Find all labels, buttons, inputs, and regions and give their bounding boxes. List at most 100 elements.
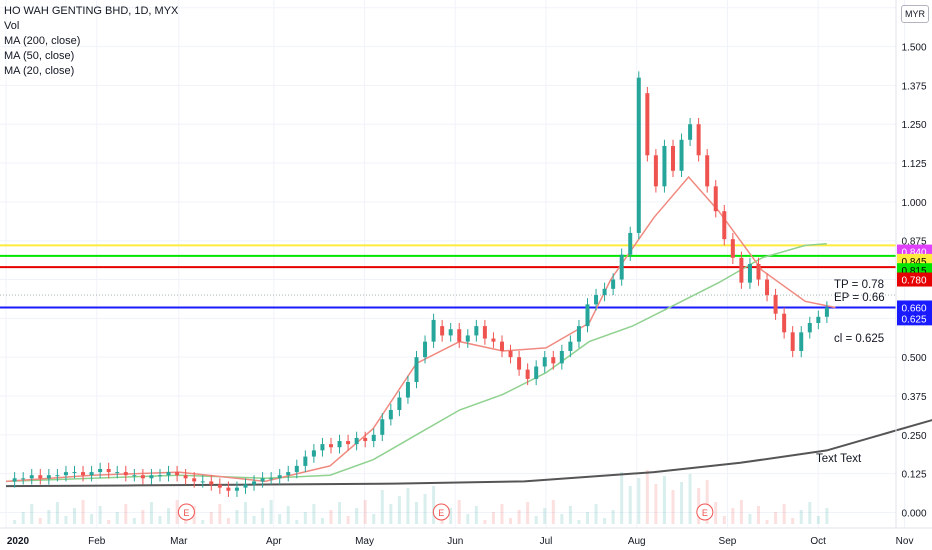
x-tick-label: 2020 xyxy=(7,536,30,547)
candle-body xyxy=(628,232,633,255)
price-label-blue xyxy=(897,300,932,315)
candle-body xyxy=(320,444,325,451)
volume-bar xyxy=(568,506,572,524)
ep-annotation[interactable]: EP = 0.66 xyxy=(834,292,885,304)
volume-bar xyxy=(235,510,239,524)
price-label-text: 0.815 xyxy=(901,266,926,277)
volume-bar xyxy=(201,520,205,524)
volume-bar xyxy=(278,514,282,524)
x-tick-label: Apr xyxy=(266,536,282,547)
candle-body xyxy=(277,475,282,479)
legend-vol[interactable]: Vol xyxy=(4,20,20,32)
candle-body xyxy=(645,93,650,156)
candle-body xyxy=(29,475,34,479)
y-tick-label: 0.875 xyxy=(901,237,926,248)
x-tick-label: May xyxy=(355,536,374,547)
y-tick-label: 0.125 xyxy=(901,470,926,481)
volume-bar xyxy=(680,482,684,524)
volume-bar xyxy=(662,476,666,524)
candle-body xyxy=(175,472,180,476)
x-tick-label: Feb xyxy=(88,536,106,547)
volume-bar xyxy=(765,520,769,524)
candle-body xyxy=(311,450,316,457)
volume-bar xyxy=(526,502,530,524)
candle-body xyxy=(183,475,188,479)
candle-body xyxy=(474,326,479,336)
volume-bar xyxy=(47,510,51,524)
volume-bar xyxy=(115,512,119,524)
volume-bar xyxy=(551,500,555,524)
y-tick-label: 1.500 xyxy=(901,43,926,54)
text-annotation[interactable]: Text Text xyxy=(816,453,862,465)
legend-symbol[interactable]: HO WAH GENTING BHD, 1D, MYX xyxy=(4,5,179,17)
volume-bar xyxy=(30,504,34,524)
volume-bar xyxy=(654,484,658,524)
volume-bar xyxy=(671,490,675,524)
candle-body xyxy=(525,369,530,379)
candle-body xyxy=(799,332,804,351)
volume-bar xyxy=(329,510,333,524)
y-tick-label: 1.000 xyxy=(901,198,926,209)
candle-body xyxy=(252,481,257,485)
volume-bar xyxy=(243,502,247,524)
x-tick-label: Sep xyxy=(719,536,737,547)
volume-bar xyxy=(372,514,376,524)
y-tick-label: 1.125 xyxy=(901,159,926,170)
candle-body xyxy=(115,472,120,474)
volume-bar xyxy=(714,502,718,524)
candle-body xyxy=(816,316,821,324)
volume-bar xyxy=(132,518,136,524)
candle-body xyxy=(140,475,145,479)
volume-bar xyxy=(252,516,256,524)
volume-bar xyxy=(782,504,786,524)
volume-bar xyxy=(457,500,461,524)
legend-ma20[interactable]: MA (20, close) xyxy=(4,65,75,77)
candle-body xyxy=(739,257,744,283)
volume-bar xyxy=(474,506,478,524)
candle-body xyxy=(21,478,26,480)
price-label-red xyxy=(897,272,932,287)
candle-body xyxy=(705,155,710,187)
volume-bar xyxy=(722,516,726,524)
volume-bar xyxy=(645,470,649,524)
candle-body xyxy=(46,475,51,479)
cl-annotation[interactable]: cl = 0.625 xyxy=(834,333,885,345)
candle-body xyxy=(132,475,137,477)
volume-bar xyxy=(72,508,76,524)
volume-bar xyxy=(141,510,145,524)
volume-bar xyxy=(756,506,760,524)
candle-body xyxy=(517,357,522,370)
candle-body xyxy=(328,444,333,448)
volume-bar xyxy=(432,486,436,524)
candle-body xyxy=(414,357,419,383)
volume-bar xyxy=(380,490,384,524)
volume-bar xyxy=(149,502,153,524)
volume-bar xyxy=(226,518,230,524)
candle-body xyxy=(405,382,410,398)
candle-body xyxy=(260,478,265,482)
candle-body xyxy=(12,478,17,482)
candle-body xyxy=(722,211,727,240)
candle-body xyxy=(508,350,513,358)
candle-body xyxy=(782,313,787,333)
volume-bar xyxy=(295,520,299,524)
x-tick-label: Jul xyxy=(540,536,553,547)
candle-body xyxy=(457,329,462,342)
ma200-line xyxy=(5,419,932,488)
volume-bar xyxy=(611,510,615,524)
volume-bar xyxy=(543,508,547,524)
candle-body xyxy=(499,341,504,351)
legend-ma200[interactable]: MA (200, close) xyxy=(4,35,81,47)
candle-body xyxy=(619,254,624,280)
candle-body xyxy=(294,465,299,473)
candle-body xyxy=(568,341,573,351)
candle-body xyxy=(747,264,752,283)
volume-bar xyxy=(355,508,359,524)
legend-ma50[interactable]: MA (50, close) xyxy=(4,50,75,62)
earnings-letter: E xyxy=(183,508,189,518)
volume-bar xyxy=(603,518,607,524)
tp-annotation[interactable]: TP = 0.78 xyxy=(834,279,884,291)
candle-body xyxy=(243,484,248,488)
currency-badge[interactable]: MYR xyxy=(901,5,929,23)
